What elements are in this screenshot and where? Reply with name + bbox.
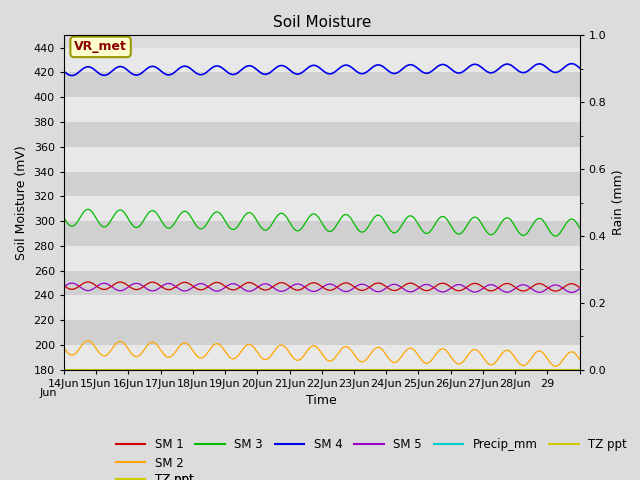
Y-axis label: Rain (mm): Rain (mm) <box>612 170 625 235</box>
Title: Soil Moisture: Soil Moisture <box>273 15 371 30</box>
Bar <box>64 48 580 72</box>
Bar <box>64 122 580 147</box>
Bar <box>64 320 580 345</box>
Bar <box>64 147 580 172</box>
Bar <box>64 271 580 296</box>
Bar <box>64 72 580 97</box>
Bar <box>64 196 580 221</box>
Legend: TZ ppt: TZ ppt <box>111 468 198 480</box>
Text: VR_met: VR_met <box>74 40 127 53</box>
Y-axis label: Soil Moisture (mV): Soil Moisture (mV) <box>15 145 28 260</box>
Bar <box>64 172 580 196</box>
X-axis label: Time: Time <box>307 395 337 408</box>
Bar <box>64 246 580 271</box>
Bar <box>64 345 580 370</box>
Text: Jun: Jun <box>40 388 57 398</box>
Bar <box>64 221 580 246</box>
Bar <box>64 296 580 320</box>
Bar <box>64 97 580 122</box>
